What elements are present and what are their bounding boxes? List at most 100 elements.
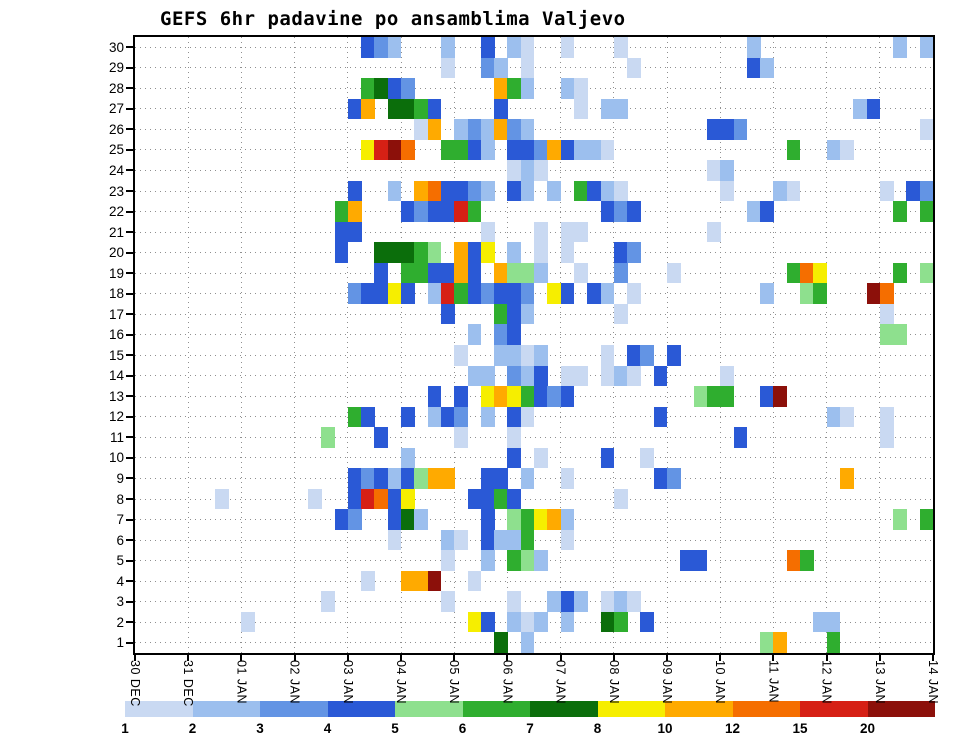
heatmap-cell	[480, 468, 495, 489]
heatmap-cell	[520, 550, 535, 571]
heatmap-cell	[560, 468, 575, 489]
heatmap-cell	[560, 509, 575, 530]
x-axis-label: 14 JAN	[926, 660, 940, 704]
heatmap-cell	[547, 386, 562, 407]
heatmap-cell	[374, 427, 389, 448]
x-axis-label: 13 JAN	[872, 660, 887, 704]
heatmap-cell	[467, 570, 482, 592]
heatmap-cell	[507, 119, 522, 140]
heatmap-cell	[613, 242, 628, 263]
colorbar-label: 20	[859, 721, 876, 736]
heatmap-cell	[826, 139, 841, 161]
heatmap-cell	[494, 529, 508, 551]
heatmap-cell	[427, 386, 442, 407]
heatmap-cell	[454, 139, 468, 161]
heatmap-cell	[414, 119, 429, 140]
y-axis-label: 1	[116, 635, 124, 651]
heatmap-cell	[467, 365, 482, 387]
heatmap-cell	[414, 98, 429, 120]
y-axis-tick	[126, 436, 133, 439]
h-gridline	[135, 108, 933, 110]
heatmap-cell	[534, 447, 548, 469]
heatmap-cell	[600, 201, 615, 222]
heatmap-cell	[520, 78, 535, 99]
heatmap-cell	[613, 488, 628, 510]
heatmap-cell	[440, 262, 455, 284]
heatmap-cell	[919, 119, 934, 140]
heatmap-cell	[520, 37, 535, 58]
heatmap-cell	[454, 529, 468, 551]
y-axis-tick	[126, 498, 133, 500]
y-axis-tick	[126, 169, 133, 172]
heatmap-cell	[440, 57, 455, 79]
heatmap-cell	[560, 283, 575, 304]
heatmap-cell	[813, 262, 828, 284]
colorbar-segment	[125, 701, 193, 717]
heatmap-cell	[600, 591, 615, 612]
heatmap-cell	[347, 488, 362, 510]
heatmap-cell	[746, 57, 761, 79]
heatmap-cell	[334, 509, 349, 530]
heatmap-cell	[839, 468, 854, 489]
y-axis-label: 12	[108, 409, 124, 425]
heatmap-cell	[414, 509, 429, 530]
heatmap-cell	[507, 550, 522, 571]
heatmap-cell	[573, 98, 588, 120]
heatmap-cell	[401, 509, 415, 530]
y-axis-label: 23	[108, 183, 124, 199]
heatmap-cell	[480, 509, 495, 530]
heatmap-cell	[613, 365, 628, 387]
heatmap-cell	[494, 262, 508, 284]
heatmap-cell	[347, 468, 362, 489]
x-axis-tick	[346, 655, 349, 661]
heatmap-cell	[480, 139, 495, 161]
heatmap-cell	[640, 345, 655, 366]
heatmap-cell	[427, 262, 442, 284]
y-axis-tick	[126, 621, 133, 624]
v-gridline	[347, 37, 349, 653]
y-axis-tick	[126, 210, 133, 213]
heatmap-cell	[839, 139, 854, 161]
x-axis-label: 03 JAN	[340, 660, 355, 704]
heatmap-cell	[387, 139, 402, 161]
heatmap-cell	[334, 221, 349, 243]
heatmap-cell	[414, 180, 429, 202]
heatmap-cell	[374, 488, 389, 510]
y-axis-label: 21	[108, 224, 124, 240]
heatmap-cell	[760, 283, 774, 304]
heatmap-cell	[427, 283, 442, 304]
heatmap-cell	[214, 488, 229, 510]
heatmap-cell	[480, 119, 495, 140]
x-axis-tick	[293, 655, 296, 661]
heatmap-cell	[520, 283, 535, 304]
heatmap-cell	[720, 386, 734, 407]
y-axis-label: 18	[108, 286, 124, 302]
heatmap-cell	[440, 283, 455, 304]
heatmap-cell	[693, 386, 708, 407]
x-axis-label: 10 JAN	[713, 660, 728, 704]
heatmap-cell	[387, 283, 402, 304]
x-axis-tick	[400, 655, 402, 661]
heatmap-cell	[440, 37, 455, 58]
heatmap-cell	[520, 632, 535, 653]
heatmap-cell	[454, 119, 468, 140]
v-gridline	[294, 37, 296, 653]
heatmap-cell	[520, 303, 535, 325]
x-axis-label: 11 JAN	[766, 660, 781, 704]
heatmap-cell	[427, 180, 442, 202]
heatmap-cell	[640, 611, 655, 633]
y-axis-label: 19	[108, 265, 124, 281]
v-gridline	[719, 37, 721, 653]
y-axis-tick	[126, 641, 133, 644]
heatmap-cell	[893, 262, 907, 284]
y-axis-tick	[126, 128, 133, 131]
heatmap-cell	[587, 283, 601, 304]
y-axis-tick	[126, 600, 133, 603]
heatmap-cell	[507, 345, 522, 366]
colorbar-label: 7	[526, 721, 534, 736]
y-axis-tick	[126, 313, 133, 316]
heatmap-cell	[374, 242, 389, 263]
heatmap-cell	[480, 386, 495, 407]
heatmap-cell	[520, 529, 535, 551]
heatmap-cell	[440, 529, 455, 551]
